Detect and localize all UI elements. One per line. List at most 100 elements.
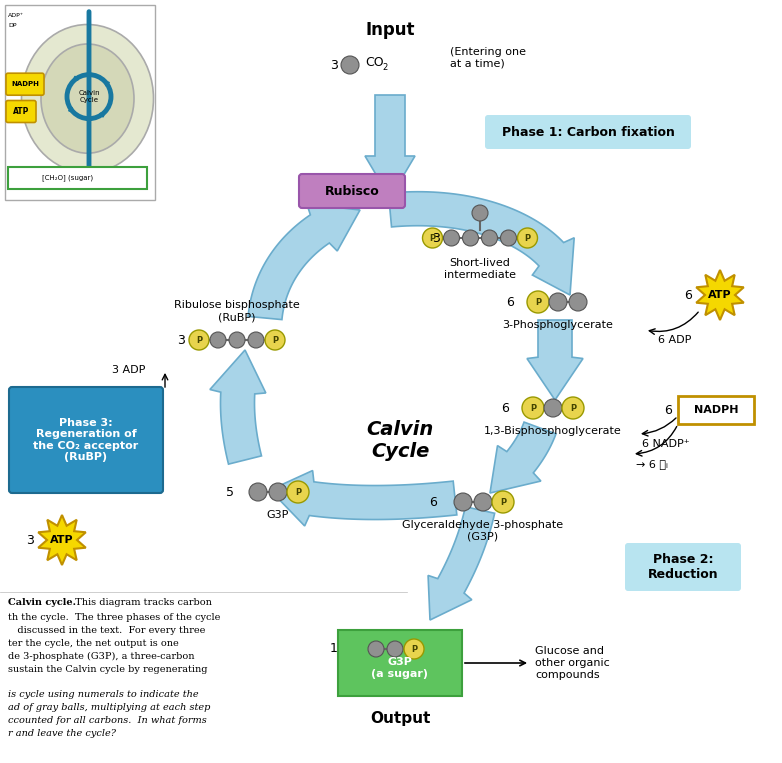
Text: Input: Input <box>365 21 414 39</box>
Text: discussed in the text.  For every three: discussed in the text. For every three <box>8 626 206 635</box>
Circle shape <box>549 293 567 311</box>
FancyBboxPatch shape <box>5 5 155 200</box>
Text: Phase 1: Carbon fixation: Phase 1: Carbon fixation <box>501 125 674 139</box>
Circle shape <box>248 332 264 348</box>
Text: 3: 3 <box>178 333 185 346</box>
Text: Phase 2:
Reduction: Phase 2: Reduction <box>647 553 719 581</box>
FancyBboxPatch shape <box>299 174 405 208</box>
Text: NADPH: NADPH <box>694 405 738 415</box>
Text: 5: 5 <box>226 485 234 498</box>
Polygon shape <box>428 507 495 620</box>
Polygon shape <box>248 204 360 320</box>
FancyBboxPatch shape <box>9 387 163 493</box>
Text: 3: 3 <box>432 231 440 244</box>
Circle shape <box>500 230 516 246</box>
Circle shape <box>443 230 460 246</box>
Text: Ribulose bisphosphate
(RuBP): Ribulose bisphosphate (RuBP) <box>174 301 300 322</box>
Text: P: P <box>295 488 301 497</box>
Circle shape <box>472 205 488 221</box>
Circle shape <box>482 230 497 246</box>
Circle shape <box>544 399 562 417</box>
Text: 3 ADP: 3 ADP <box>112 365 145 375</box>
Text: This diagram tracks carbon: This diagram tracks carbon <box>72 598 212 607</box>
Text: r and leave the cycle?: r and leave the cycle? <box>8 729 116 738</box>
Text: 6: 6 <box>429 495 437 508</box>
Text: sustain the Calvin cycle by regenerating: sustain the Calvin cycle by regenerating <box>8 665 207 674</box>
Text: 6: 6 <box>684 288 692 301</box>
Text: P: P <box>429 233 436 243</box>
Text: is cycle using numerals to indicate the: is cycle using numerals to indicate the <box>8 690 199 699</box>
Text: P: P <box>196 336 202 345</box>
Circle shape <box>189 330 209 350</box>
Text: ADP⁺: ADP⁺ <box>8 13 24 18</box>
Text: 6 NADP⁺: 6 NADP⁺ <box>642 439 690 449</box>
Text: th the cycle.  The three phases of the cycle: th the cycle. The three phases of the cy… <box>8 613 221 622</box>
Text: (Entering one
at a time): (Entering one at a time) <box>450 47 526 69</box>
Circle shape <box>527 291 549 313</box>
Text: ccounted for all carbons.  In what forms: ccounted for all carbons. In what forms <box>8 716 206 725</box>
Text: Phase 3:
Regeneration of
the CO₂ acceptor
(RuBP): Phase 3: Regeneration of the CO₂ accepto… <box>34 417 138 462</box>
Circle shape <box>229 332 245 348</box>
Text: ATP: ATP <box>50 535 74 545</box>
Polygon shape <box>696 270 744 320</box>
Text: 6: 6 <box>664 404 672 417</box>
Circle shape <box>368 641 384 657</box>
Circle shape <box>265 330 285 350</box>
Circle shape <box>462 230 479 246</box>
Text: Calvin
Cycle: Calvin Cycle <box>78 90 100 103</box>
Circle shape <box>210 332 226 348</box>
Text: P: P <box>570 404 576 413</box>
Circle shape <box>404 639 424 659</box>
Polygon shape <box>365 95 415 198</box>
Circle shape <box>269 483 287 501</box>
FancyBboxPatch shape <box>8 167 147 188</box>
Text: G3P: G3P <box>267 510 289 520</box>
Text: ATP: ATP <box>708 290 732 300</box>
Text: G3P
(a sugar): G3P (a sugar) <box>371 657 429 679</box>
Ellipse shape <box>41 44 134 153</box>
Polygon shape <box>389 192 574 295</box>
Circle shape <box>387 641 403 657</box>
Polygon shape <box>270 471 457 526</box>
Polygon shape <box>38 515 86 565</box>
Text: P: P <box>530 404 536 413</box>
Text: CO: CO <box>365 56 384 69</box>
Text: DP: DP <box>8 23 16 28</box>
Text: Output: Output <box>370 710 430 726</box>
Text: P: P <box>535 298 541 307</box>
Text: Glucose and
other organic
compounds: Glucose and other organic compounds <box>535 646 610 680</box>
Text: ATP: ATP <box>13 107 29 116</box>
Text: Calvin
Cycle: Calvin Cycle <box>367 420 434 461</box>
Text: 2: 2 <box>382 63 387 72</box>
Text: NADPH: NADPH <box>11 81 39 87</box>
Text: 3: 3 <box>330 59 338 72</box>
FancyBboxPatch shape <box>6 73 44 95</box>
Ellipse shape <box>21 24 153 172</box>
Text: P: P <box>411 645 417 653</box>
Text: Rubisco: Rubisco <box>325 185 379 198</box>
FancyBboxPatch shape <box>625 543 741 591</box>
Text: 6: 6 <box>501 401 509 414</box>
FancyBboxPatch shape <box>338 630 462 696</box>
Polygon shape <box>527 320 583 400</box>
FancyBboxPatch shape <box>678 396 754 424</box>
Text: 6 ADP: 6 ADP <box>658 335 691 345</box>
Circle shape <box>569 293 587 311</box>
Text: Calvin cycle.: Calvin cycle. <box>8 598 76 607</box>
Text: P: P <box>525 233 530 243</box>
Circle shape <box>518 228 537 248</box>
Text: P: P <box>272 336 278 345</box>
Text: Glyceraldehyde 3-phosphate
(G3P): Glyceraldehyde 3-phosphate (G3P) <box>403 520 564 542</box>
Circle shape <box>287 481 309 503</box>
Text: ad of gray balls, multiplying at each step: ad of gray balls, multiplying at each st… <box>8 703 210 712</box>
Text: P: P <box>500 497 506 507</box>
Circle shape <box>454 493 472 511</box>
FancyBboxPatch shape <box>485 115 691 149</box>
Text: 3-Phosphoglycerate: 3-Phosphoglycerate <box>503 320 613 330</box>
Text: Short-lived
intermediate: Short-lived intermediate <box>444 258 516 279</box>
Polygon shape <box>490 422 556 493</box>
Text: 1: 1 <box>330 642 338 655</box>
Text: 3: 3 <box>26 533 34 546</box>
Circle shape <box>249 483 267 501</box>
Text: ter the cycle, the net output is one: ter the cycle, the net output is one <box>8 639 179 648</box>
